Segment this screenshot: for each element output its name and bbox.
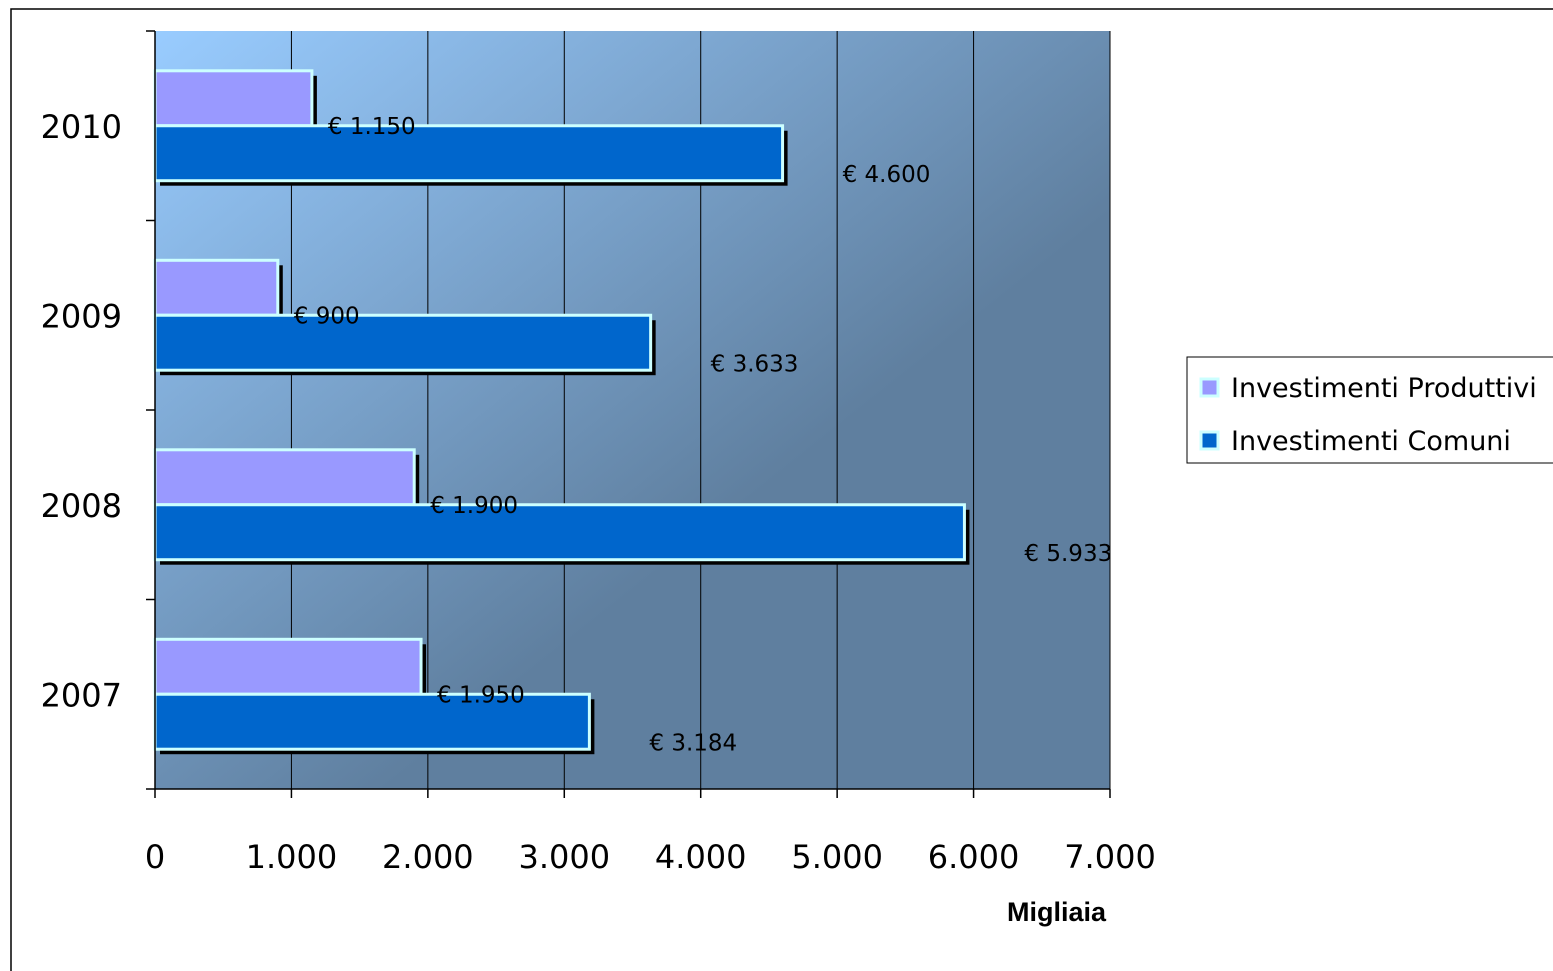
y-tick-label: 2007 [41,676,122,714]
x-tick-label: 0 [145,838,165,876]
legend-label: Investimenti Comuni [1231,426,1511,457]
x-tick-label: 4.000 [655,838,747,876]
bar-investimenti-comuni [153,124,785,183]
x-tick-label: 1.000 [246,838,338,876]
data-label: € 1.150 [328,114,416,140]
bar-investimenti-comuni [153,313,653,372]
legend-box [1186,356,1553,464]
legend: Investimenti Produttivi Investimenti Comu… [1186,356,1553,464]
y-tick-label: 2009 [41,297,122,335]
data-label: € 900 [294,303,360,329]
data-label: € 1.900 [430,493,518,519]
bar-investimenti-produttivi [153,69,314,128]
data-label: € 4.600 [843,162,931,188]
data-labels: € 1.150 € 4.600 € 900 € 3.633 € 1.900 € 5.933… [294,114,1112,757]
y-tick-label: 2010 [41,108,122,146]
x-tick-label: 3.000 [518,838,610,876]
bar-investimenti-produttivi [153,637,423,696]
x-tick-label: 2.000 [382,838,474,876]
data-label: € 1.950 [437,682,525,708]
legend-swatch [1199,377,1220,398]
bar-investimenti-produttivi [153,448,416,507]
bar-investimenti-comuni [153,503,966,562]
x-tick-label: 7.000 [1064,838,1156,876]
data-label: € 3.633 [711,352,799,378]
data-label: € 3.184 [649,731,737,757]
bar-investimenti-produttivi [153,258,280,317]
x-axis-title: Migliaia [1007,897,1107,927]
x-tick-label: 6.000 [928,838,1020,876]
x-tick-label: 5.000 [791,838,883,876]
bars [153,69,970,755]
legend-label: Investimenti Produttivi [1231,373,1537,404]
y-tick-label: 2008 [41,487,122,525]
axes: 0 1.000 2.000 3.000 4.000 5.000 6.000 7.000 2010… [41,30,1156,876]
data-label: € 5.933 [1024,541,1112,567]
legend-swatch [1199,430,1220,451]
